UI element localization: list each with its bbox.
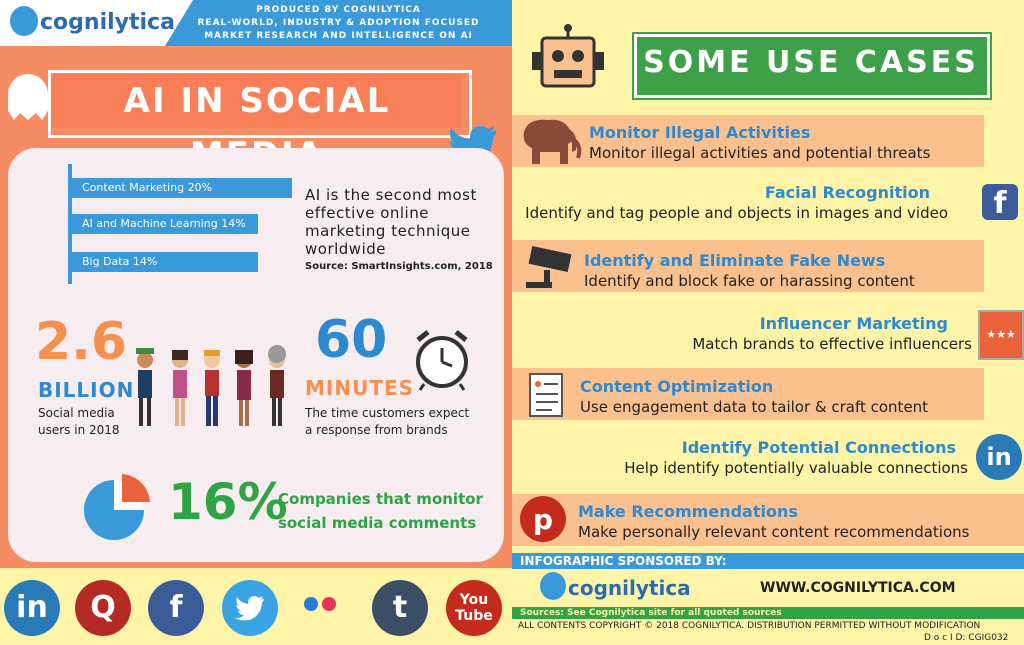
stat-users-desc-2: users in 2018 [38, 423, 120, 437]
use-case-4-heading: Influencer Marketing [759, 314, 948, 333]
document-icon [529, 373, 563, 417]
security-camera-icon [526, 246, 572, 288]
use-case-3-desc: Identify and block fake or harassing con… [584, 272, 915, 290]
sponsored-bar [512, 553, 1024, 569]
copyright: ALL CONTENTS COPYRIGHT © 2018 COGNILYTIC… [518, 621, 981, 631]
use-case-5: Content Optimization Use engagement data… [580, 377, 928, 421]
snapchat-icon [8, 74, 48, 120]
stat-response-desc-1: The time customers expect [305, 406, 470, 420]
stat-users-desc-1: Social media [38, 406, 115, 420]
tumblr-icon[interactable]: t [372, 580, 428, 636]
facebook-icon[interactable]: f [148, 580, 204, 636]
use-case-7-desc: Make personally relevant content recomme… [578, 523, 970, 541]
bar-big-data: Big Data 14% [72, 252, 258, 272]
use-case-7: Make Recommendations Make personally rel… [578, 502, 969, 546]
use-case-4: Influencer Marketing Match brands to eff… [692, 314, 972, 358]
stat-users-number: 2.6 [35, 312, 128, 372]
youtube-icon[interactable]: You Tube [446, 580, 502, 636]
stat-response-unit: MINUTES [305, 376, 415, 400]
pinterest-icon: p [520, 496, 566, 542]
brain-logo-icon-2 [540, 572, 566, 600]
brain-logo-icon [10, 6, 38, 36]
use-cases-title: SOME USE CASES [643, 45, 979, 80]
people-illustration [136, 345, 286, 426]
use-case-4-desc: Match brands to effective influencers [692, 335, 972, 353]
logo-text: cognilytica [40, 10, 175, 35]
use-case-1: Monitor Illegal Activities Monitor illeg… [589, 123, 930, 167]
bar-ai-ml: AI and Machine Learning 14% [72, 214, 258, 234]
ai-statement: AI is the second most effective online m… [305, 186, 477, 258]
pie-icon [84, 474, 150, 540]
stat-response-number: 60 [315, 310, 388, 370]
sources-bar [512, 607, 1024, 619]
alarm-clock-icon [416, 330, 468, 391]
sources-note: Sources: See Cognilytica site for all qu… [520, 608, 782, 618]
use-case-2-desc: Identify and tag people and objects in i… [525, 204, 948, 222]
bar-content-marketing: Content Marketing 20% [72, 178, 292, 198]
use-case-1-desc: Monitor illegal activities and potential… [589, 144, 931, 162]
use-case-band-5 [512, 368, 984, 420]
use-case-3-heading: Identify and Eliminate Fake News [584, 251, 886, 270]
use-case-6: Identify Potential Connections Help iden… [624, 438, 968, 482]
use-case-2: Facial Recognition Identify and tag peop… [525, 183, 948, 227]
use-case-7-heading: Make Recommendations [578, 502, 798, 521]
bar-axis [68, 164, 72, 284]
flickr-pink-dot [322, 597, 336, 611]
flickr-blue-dot [304, 597, 318, 611]
sponsor-logo-text: cognilytica [568, 576, 691, 600]
linkedin-circle-icon: in [976, 434, 1022, 480]
use-case-3: Identify and Eliminate Fake News Identif… [584, 251, 915, 295]
doc-id: D o c I D: CGIG032 [924, 633, 1009, 643]
page-title: AI IN SOCIAL MEDIA [52, 74, 462, 175]
produced-line-3: MARKET RESEARCH AND INTELLIGENCE ON AI [204, 31, 473, 41]
website-link[interactable]: WWW.COGNILYTICA.COM [760, 580, 956, 596]
elephant-icon [523, 119, 582, 164]
produced-by-banner: PRODUCED BY COGNILYTICA REAL-WORLD, INDU… [165, 0, 512, 46]
twitter-icon[interactable] [222, 580, 278, 636]
use-case-band-1 [512, 115, 984, 167]
use-cases-title-box [632, 32, 992, 100]
stat-users-unit: BILLION [38, 378, 135, 402]
rating-stars-icon: ★★★ [978, 310, 1024, 360]
use-case-band-3 [512, 240, 984, 292]
quora-icon[interactable]: Q [75, 580, 131, 636]
use-case-2-heading: Facial Recognition [764, 183, 930, 202]
stat-monitor-desc-1: Companies that monitor [278, 490, 483, 508]
produced-line-2: REAL-WORLD, INDUSTRY & ADOPTION FOCUSED [197, 18, 480, 28]
use-case-6-heading: Identify Potential Connections [681, 438, 956, 457]
use-case-5-desc: Use engagement data to tailor & craft co… [580, 398, 929, 416]
stat-monitor-desc-2: social media comments [278, 514, 477, 532]
stat-monitor-number: 16% [168, 473, 288, 531]
source-note: Source: SmartInsights.com, 2018 [305, 261, 493, 272]
use-case-6-desc: Help identify potentially valuable conne… [624, 459, 968, 477]
stat-response-desc-2: a response from brands [305, 423, 448, 437]
linkedin-icon[interactable]: in [4, 580, 60, 636]
sponsored-label: INFOGRAPHIC SPONSORED BY: [520, 554, 727, 568]
robot-icon [532, 24, 604, 88]
produced-line-1: PRODUCED BY COGNILYTICA [256, 5, 421, 15]
use-case-5-heading: Content Optimization [580, 377, 774, 396]
use-case-1-heading: Monitor Illegal Activities [589, 123, 811, 142]
facebook-square-icon: f [982, 184, 1018, 221]
use-case-band-7 [512, 494, 1024, 546]
